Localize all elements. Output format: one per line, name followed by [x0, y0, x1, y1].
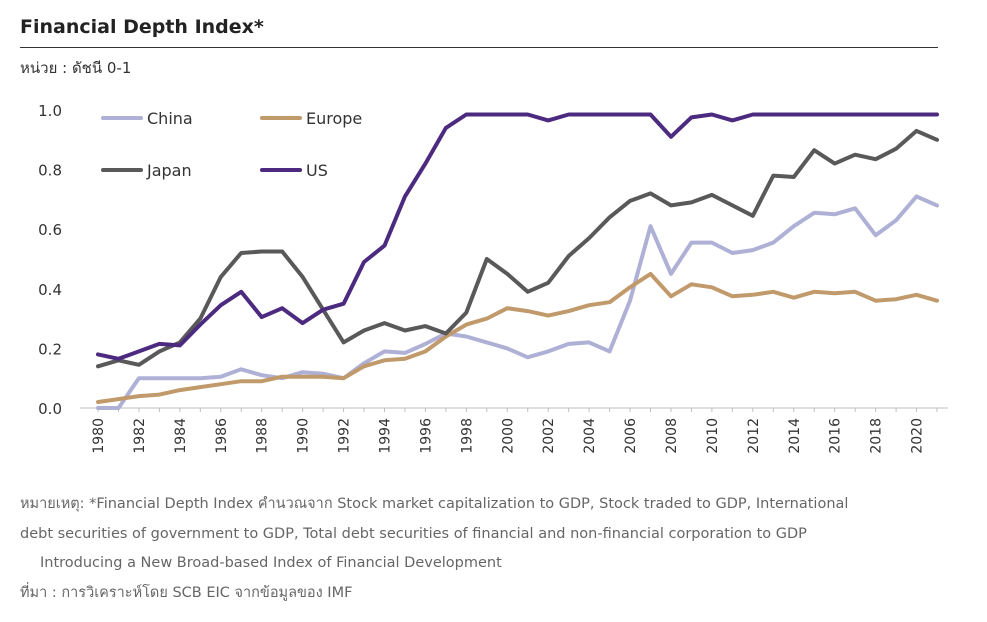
x-tick-label: 1994: [377, 418, 393, 454]
chart-title: Financial Depth Index*: [20, 16, 264, 38]
x-tick-label: 2018: [869, 418, 885, 454]
source-note: ที่มา : การวิเคราะห์โดย SCB EIC จากข้อมู…: [20, 584, 353, 601]
legend-label-japan: Japan: [146, 161, 192, 180]
x-tick-label: 2010: [705, 418, 721, 454]
x-tick-label: 1982: [132, 418, 148, 454]
series-line-china: [96, 194, 939, 410]
y-tick-label: 1.0: [38, 102, 62, 120]
legend-label-us: US: [306, 161, 328, 180]
legend-label-europe: Europe: [306, 109, 362, 128]
y-tick-label: 0.0: [38, 400, 62, 418]
x-tick-label: 2000: [500, 418, 516, 454]
x-tick-label: 2004: [582, 418, 598, 454]
y-tick-label: 0.8: [38, 162, 62, 180]
note-line-2: debt securities of government to GDP, To…: [20, 525, 807, 542]
x-tick-label: 1986: [214, 418, 230, 454]
x-tick-label: 1984: [173, 418, 189, 454]
series-line-us: [96, 112, 939, 361]
y-tick-label: 0.2: [38, 340, 62, 358]
x-tick-label: 2012: [746, 418, 762, 454]
x-tick-label: 1998: [459, 418, 475, 454]
note-line-1: หมายเหตุ: *Financial Depth Index คำนวณจา…: [20, 496, 849, 512]
series-line-europe: [96, 271, 939, 404]
x-tick-label: 1988: [255, 418, 271, 454]
y-tick-label: 0.4: [38, 281, 62, 299]
y-tick-label: 0.6: [38, 221, 62, 239]
x-tick-label: 1990: [296, 418, 312, 454]
legend-label-china: China: [147, 109, 193, 128]
x-tick-label: 1996: [418, 418, 434, 454]
title-divider: [20, 47, 938, 48]
x-tick-label: 1992: [337, 418, 353, 454]
unit-label: หน่วย : ดัชนี 0-1: [20, 59, 132, 77]
x-tick-label: 2014: [787, 418, 803, 454]
x-tick-label: 2020: [910, 418, 926, 454]
x-tick-label: 2006: [623, 418, 639, 454]
x-tick-label: 1980: [91, 418, 107, 454]
chart-notes: หมายเหตุ: *Financial Depth Index คำนวณจา…: [20, 490, 970, 608]
x-tick-label: 2002: [541, 418, 557, 454]
series-line-japan: [96, 128, 939, 369]
x-tick-label: 2008: [664, 418, 680, 454]
x-tick-label: 2016: [828, 418, 844, 454]
note-line-3: Introducing a New Broad-based Index of F…: [40, 555, 502, 571]
